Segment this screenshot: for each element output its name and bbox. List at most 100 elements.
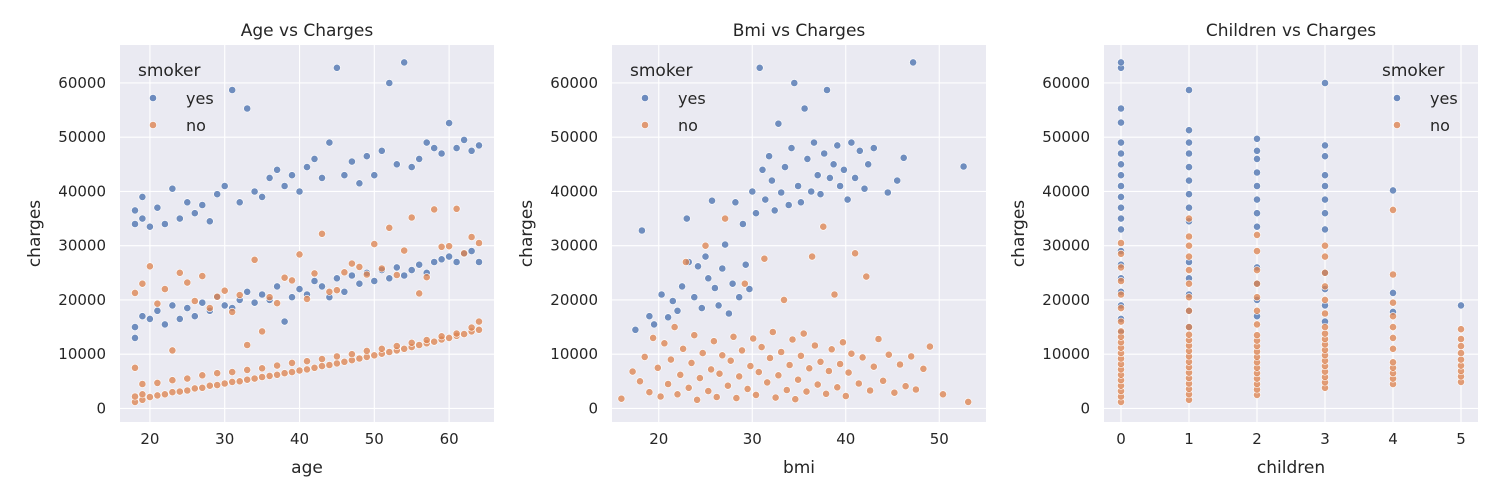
point-no xyxy=(890,388,899,397)
point-yes xyxy=(851,173,859,182)
point-yes xyxy=(1253,168,1261,177)
point-no xyxy=(869,362,878,371)
point-yes xyxy=(168,184,177,193)
point-no xyxy=(673,390,682,399)
point-yes xyxy=(1117,58,1125,67)
point-no xyxy=(1321,329,1329,338)
legend-title: smoker xyxy=(630,61,693,81)
point-no xyxy=(1389,298,1397,307)
legend: smoker yes no xyxy=(138,61,214,135)
point-yes xyxy=(836,182,844,190)
point-no xyxy=(1389,205,1397,214)
point-no xyxy=(858,353,867,362)
point-yes xyxy=(735,293,744,302)
point-no xyxy=(250,374,259,383)
point-no xyxy=(1321,323,1329,331)
point-yes xyxy=(745,285,754,293)
point-no xyxy=(452,204,461,213)
point-no xyxy=(445,333,453,342)
point-yes xyxy=(1253,154,1261,163)
y-tick-label: 60000 xyxy=(58,74,106,92)
point-yes xyxy=(153,203,162,212)
y-tick-label: 30000 xyxy=(1042,237,1090,255)
point-yes xyxy=(1321,225,1329,234)
point-no xyxy=(926,342,934,351)
point-no xyxy=(664,380,672,388)
point-no xyxy=(1185,330,1193,339)
point-no xyxy=(718,351,727,360)
point-no xyxy=(347,350,356,359)
point-no xyxy=(782,386,791,394)
point-yes xyxy=(452,258,461,266)
point-yes xyxy=(678,282,686,291)
point-no xyxy=(145,262,154,271)
point-no xyxy=(617,394,626,403)
point-no xyxy=(288,276,296,285)
point-no xyxy=(362,270,371,279)
x-tick-label: 20 xyxy=(649,430,668,448)
point-no xyxy=(1457,355,1465,364)
legend-marker-yes xyxy=(641,94,649,102)
point-no xyxy=(771,393,780,402)
point-no xyxy=(400,344,409,353)
point-no xyxy=(303,294,311,303)
point-no xyxy=(160,390,169,399)
point-no xyxy=(198,272,207,280)
point-no xyxy=(919,364,928,373)
point-yes xyxy=(668,297,677,305)
point-no xyxy=(273,370,281,379)
y-axis-label: charges xyxy=(1009,200,1029,267)
x-axis-label: age xyxy=(291,458,323,478)
point-no xyxy=(325,361,334,369)
point-no xyxy=(153,391,162,400)
x-tick-label: 60 xyxy=(440,430,459,448)
point-no xyxy=(1253,230,1261,239)
point-yes xyxy=(1117,138,1125,147)
point-no xyxy=(1457,342,1465,350)
point-no xyxy=(785,361,794,369)
point-no xyxy=(649,333,657,342)
point-no xyxy=(213,369,222,378)
point-no xyxy=(288,358,296,367)
point-no xyxy=(303,365,311,374)
point-yes xyxy=(243,104,252,113)
point-yes xyxy=(816,190,825,199)
point-yes xyxy=(452,144,461,152)
point-yes xyxy=(690,293,699,302)
point-yes xyxy=(273,282,281,291)
point-no xyxy=(825,367,833,375)
point-yes xyxy=(332,274,341,283)
point-no xyxy=(325,287,334,296)
point-no xyxy=(660,339,669,348)
point-yes xyxy=(430,144,439,152)
point-no xyxy=(415,289,424,298)
point-no xyxy=(805,364,814,373)
point-yes xyxy=(645,312,654,321)
y-tick-label: 40000 xyxy=(550,182,598,200)
point-yes xyxy=(243,287,252,296)
point-no xyxy=(1117,327,1125,336)
point-no xyxy=(768,328,777,336)
legend-marker-no xyxy=(641,121,649,129)
point-no xyxy=(879,376,887,385)
point-no xyxy=(235,377,244,386)
point-no xyxy=(265,371,274,380)
point-yes xyxy=(1321,209,1329,218)
point-yes xyxy=(310,154,319,163)
point-yes xyxy=(467,146,476,155)
point-no xyxy=(1185,252,1193,261)
point-yes xyxy=(288,171,296,180)
point-no xyxy=(696,374,704,382)
point-no xyxy=(862,272,871,281)
point-no xyxy=(874,335,883,343)
point-yes xyxy=(205,217,214,226)
point-no xyxy=(1117,263,1125,272)
point-no xyxy=(385,223,394,232)
point-no xyxy=(749,334,758,343)
point-yes xyxy=(847,138,856,147)
point-yes xyxy=(168,301,177,310)
point-yes xyxy=(774,119,783,128)
x-tick-label: 40 xyxy=(836,430,855,448)
legend-marker-no xyxy=(1393,121,1401,129)
point-yes xyxy=(1185,86,1193,94)
